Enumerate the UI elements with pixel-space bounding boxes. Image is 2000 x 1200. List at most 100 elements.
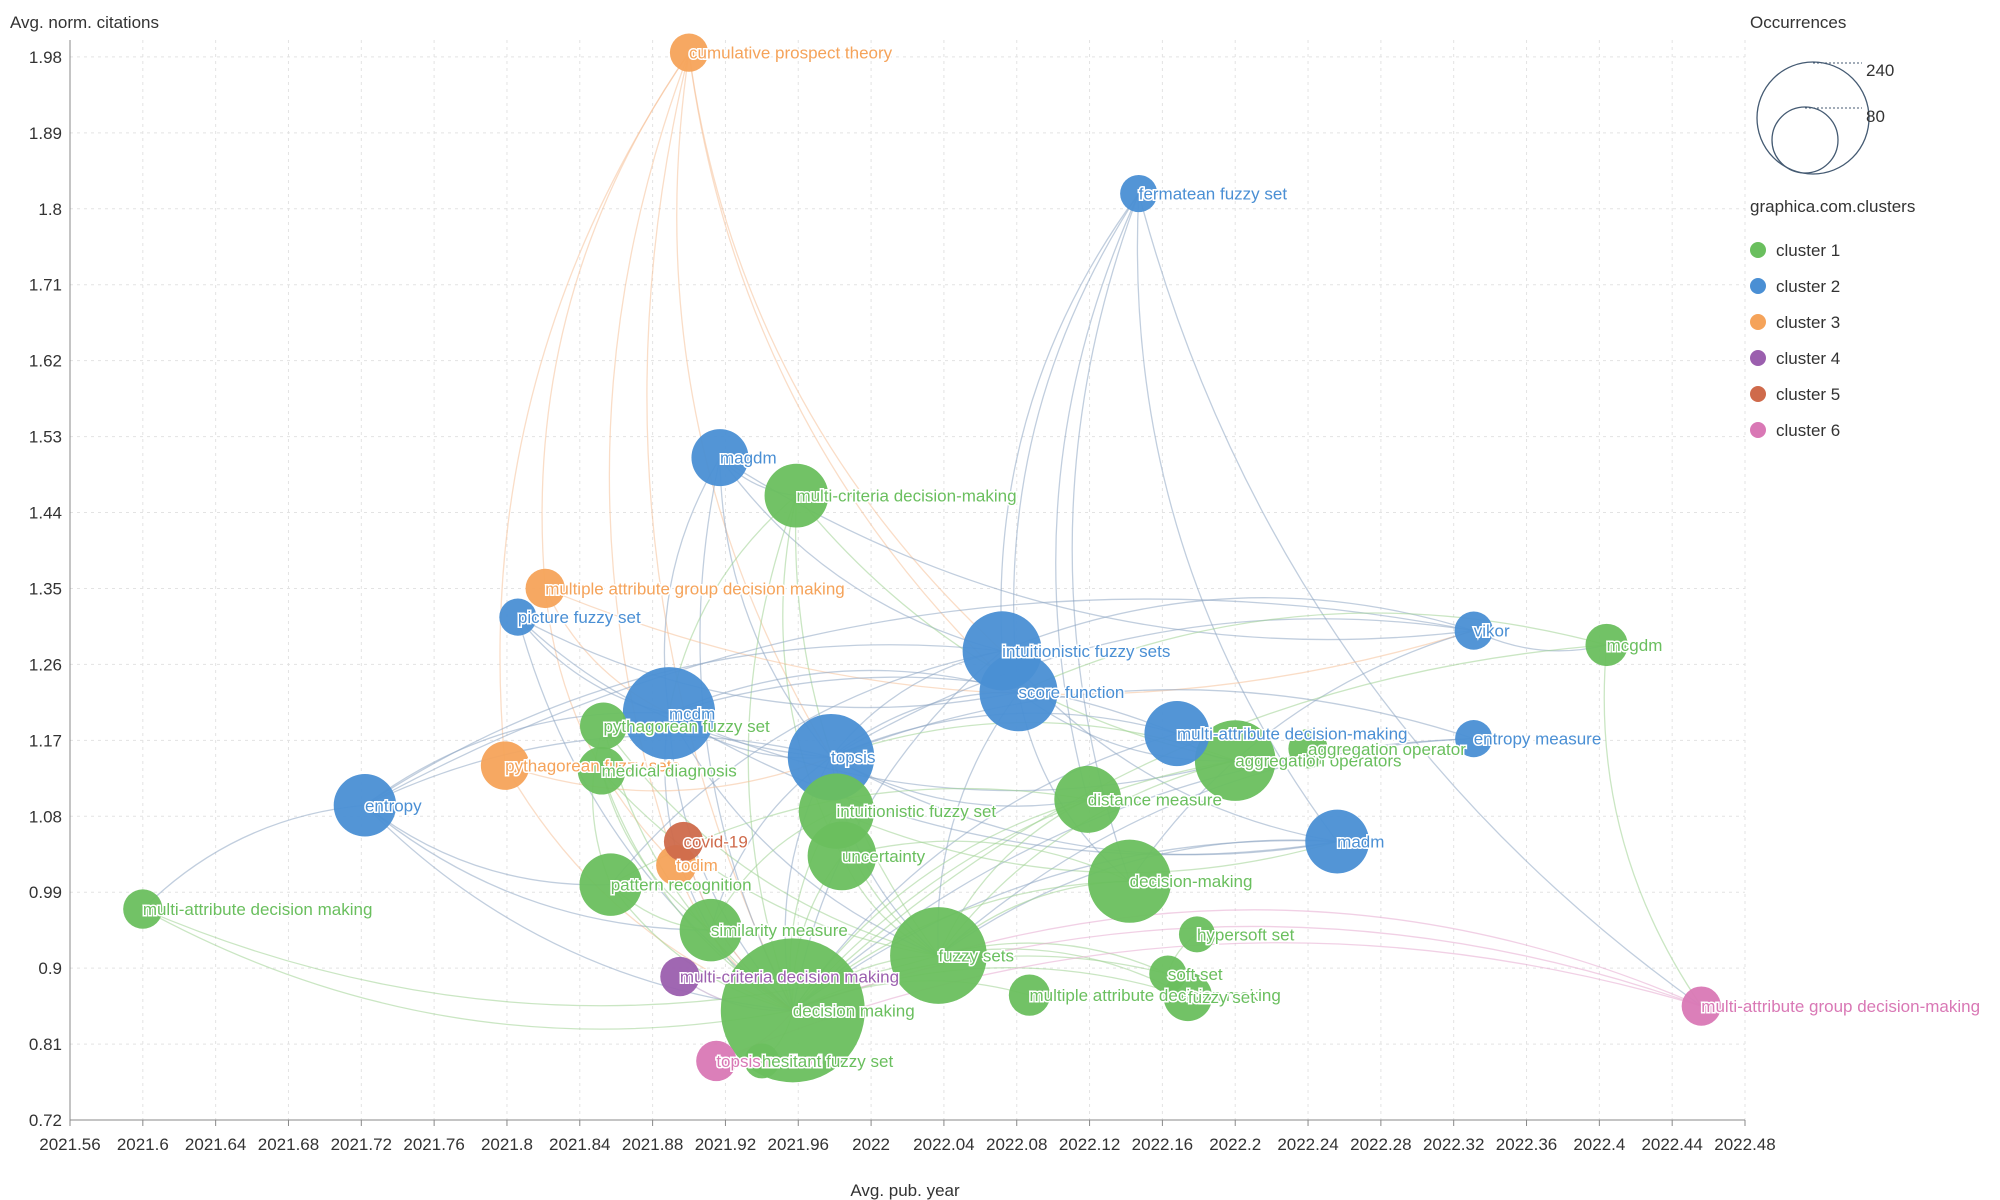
y-tick-label: 1.89: [29, 124, 62, 143]
legend-label: cluster 3: [1776, 313, 1840, 332]
node-label: fuzzy sets: [938, 946, 1014, 965]
node-label: mcgdm: [1607, 636, 1663, 655]
node-bubble[interactable]: [123, 889, 163, 929]
x-tick-label: 2022: [852, 1135, 890, 1154]
node-bubble[interactable]: [807, 821, 877, 891]
link-edge: [668, 712, 1338, 856]
link-edge: [830, 689, 1474, 758]
node-bubble[interactable]: [1144, 701, 1210, 767]
x-tick-label: 2022.2: [1209, 1135, 1261, 1154]
node-bubble[interactable]: [1681, 986, 1721, 1026]
node-bubble[interactable]: [663, 821, 704, 862]
link-edge: [699, 457, 794, 1011]
node-label: decision-making: [1130, 872, 1253, 891]
node-bubble[interactable]: [622, 667, 716, 760]
x-tick-label: 2022.32: [1423, 1135, 1484, 1154]
node-bubble[interactable]: [499, 598, 537, 636]
node-bubble[interactable]: [1454, 611, 1493, 650]
link-edge: [1136, 193, 1338, 842]
legend-size-value-small: 80: [1866, 107, 1885, 126]
node-bubble[interactable]: [669, 33, 709, 72]
node-label: covid-19: [684, 833, 748, 852]
node-bubble[interactable]: [691, 429, 749, 487]
link-edge: [688, 52, 1003, 652]
node-label: topsis: [831, 748, 875, 767]
x-tick-label: 2022.12: [1059, 1135, 1120, 1154]
node-bubble[interactable]: [890, 907, 987, 1004]
node-bubble[interactable]: [1120, 174, 1158, 213]
node-bubble[interactable]: [1178, 916, 1216, 953]
link-edge: [719, 457, 1003, 652]
axes: 2021.56 2021.6 2021.64 2021.68 2021.72 2021.7…: [29, 40, 1776, 1154]
node-bubble[interactable]: [1585, 623, 1628, 667]
link-edge: [937, 759, 1236, 956]
link-edge: [792, 759, 1236, 1011]
node-bubble[interactable]: [979, 653, 1058, 732]
link-edge: [1603, 644, 1702, 1007]
legend-label: cluster 6: [1776, 421, 1840, 440]
node-bubble[interactable]: [1194, 720, 1276, 801]
node-bubble[interactable]: [660, 956, 700, 997]
node-bubble[interactable]: [577, 746, 626, 795]
legend-swatch: [1750, 314, 1766, 330]
node-label: intuitionistic fuzzy sets: [1002, 642, 1170, 661]
x-tick-label: 2022.28: [1350, 1135, 1411, 1154]
link-edge: [747, 495, 798, 1011]
node-bubble[interactable]: [579, 853, 642, 916]
node-bubble[interactable]: [1088, 839, 1172, 923]
node-bubble[interactable]: [679, 898, 743, 962]
y-tick-label: 1.44: [29, 504, 62, 523]
x-tick-label: 2021.64: [185, 1135, 246, 1154]
node-bubble[interactable]: [696, 1040, 737, 1082]
node-label: multi-criteria decision-making: [796, 487, 1016, 506]
node-label: entropy: [365, 796, 422, 815]
legend-label: cluster 5: [1776, 385, 1840, 404]
x-tick-label: 2021.88: [622, 1135, 683, 1154]
node-bubble[interactable]: [1149, 955, 1187, 993]
node-bubble[interactable]: [764, 463, 829, 528]
node-label: decision making: [793, 1001, 915, 1020]
link-edge: [1138, 193, 1702, 1007]
x-tick-label: 2021.8: [481, 1135, 533, 1154]
node-bubble[interactable]: [1455, 720, 1493, 758]
node-bubble[interactable]: [333, 774, 397, 837]
link-edge: [668, 713, 939, 957]
node-bubble[interactable]: [1288, 729, 1328, 769]
x-tick-label: 2021.6: [117, 1135, 169, 1154]
node-label: vikor: [1474, 622, 1510, 641]
link-edge: [364, 598, 1474, 806]
node-label: multi-criteria decision making: [680, 968, 899, 987]
node-bubble[interactable]: [580, 702, 627, 750]
x-tick-label: 2022.44: [1641, 1135, 1702, 1154]
node-labels: cumulative prospect theory fermatean fuzz…: [141, 42, 1981, 1072]
node-label: aggregation operators: [1235, 752, 1401, 771]
node-label: multiple attribute group decision making: [545, 579, 845, 598]
node-bubble[interactable]: [525, 568, 565, 609]
node-bubble[interactable]: [480, 741, 530, 790]
node-label: hesitant fuzzy set: [762, 1052, 894, 1071]
link-edge: [602, 725, 939, 957]
link-edge: [1018, 612, 1607, 693]
node-bubble[interactable]: [1008, 974, 1051, 1016]
node-bubble[interactable]: [744, 1043, 780, 1079]
node-label: hypersoft set: [1197, 925, 1295, 944]
link-edge: [830, 756, 1338, 856]
legend-size-title: Occurrences: [1750, 13, 1846, 32]
legend-swatch: [1750, 242, 1766, 258]
node-bubble[interactable]: [1054, 765, 1122, 833]
y-tick-label: 0.72: [29, 1111, 62, 1130]
link-edge: [601, 770, 939, 957]
y-tick-label: 1.62: [29, 352, 62, 371]
legend-label: cluster 4: [1776, 349, 1840, 368]
node-label: madm: [1337, 833, 1384, 852]
node-label: multi-attribute decision making: [143, 900, 373, 919]
node-bubble[interactable]: [1305, 809, 1370, 874]
link-edge: [938, 737, 1474, 956]
node-label: aggregation operator: [1308, 740, 1466, 759]
node-label: multi-attribute group decision-making: [1701, 997, 1980, 1016]
node-label: fermatean fuzzy set: [1139, 185, 1288, 204]
y-tick-label: 1.53: [29, 428, 62, 447]
link-edge: [142, 804, 366, 910]
y-tick-label: 0.9: [38, 959, 62, 978]
